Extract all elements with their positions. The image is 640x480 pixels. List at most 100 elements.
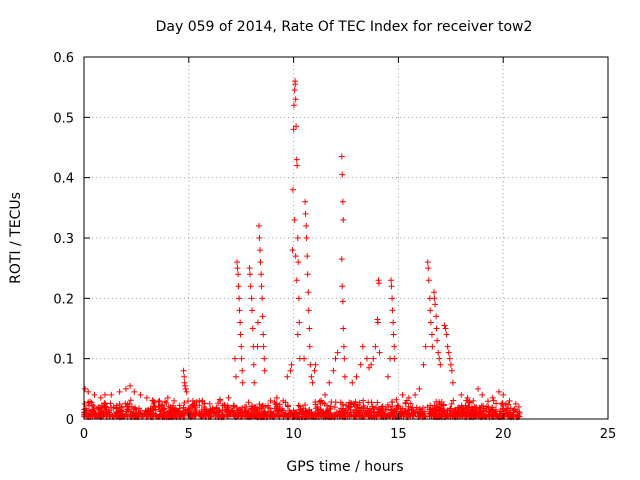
baseline-marker <box>162 398 169 405</box>
baseline-marker <box>148 411 155 418</box>
data-point-marker <box>424 259 431 266</box>
baseline-marker <box>242 407 249 414</box>
baseline-marker <box>436 405 443 412</box>
baseline-marker <box>142 407 149 414</box>
baseline-marker <box>129 404 136 411</box>
data-point-marker <box>311 367 318 374</box>
baseline-marker <box>471 407 478 414</box>
data-point-marker <box>433 325 440 332</box>
baseline-marker <box>448 401 455 407</box>
data-point-marker <box>234 259 241 266</box>
data-point-marker <box>458 391 465 398</box>
data-point-marker <box>189 397 196 404</box>
data-point-marker <box>267 397 274 404</box>
baseline-marker <box>409 404 416 411</box>
baseline-marker <box>322 408 329 415</box>
baseline-marker <box>153 413 160 420</box>
data-point-marker <box>434 337 441 344</box>
baseline-marker <box>268 410 275 417</box>
baseline-marker <box>317 400 324 407</box>
data-point-marker <box>116 388 123 395</box>
data-point-marker <box>420 361 427 368</box>
baseline-marker <box>118 403 125 410</box>
baseline-marker <box>373 404 380 411</box>
baseline-marker <box>193 408 200 415</box>
baseline-marker <box>388 406 395 413</box>
baseline-marker <box>371 408 378 415</box>
baseline-marker <box>331 404 338 411</box>
baseline-marker <box>407 400 414 407</box>
baseline-marker <box>225 411 232 418</box>
data-point-marker <box>289 186 296 193</box>
baseline-marker <box>181 399 188 406</box>
data-point-marker <box>425 265 432 272</box>
data-point-marker <box>370 355 377 362</box>
x-tick-label: 10 <box>285 427 302 442</box>
data-point-marker <box>293 277 300 284</box>
baseline-marker <box>128 412 135 419</box>
x-tick-label: 5 <box>185 427 193 442</box>
baseline-marker <box>419 408 426 415</box>
data-point-marker <box>436 355 443 362</box>
baseline-marker <box>160 406 167 413</box>
data-point-marker <box>206 400 213 407</box>
y-axis-label: ROTI / TECUs <box>8 192 24 284</box>
baseline-marker <box>102 400 109 407</box>
data-point-marker <box>260 331 267 338</box>
data-point-marker <box>435 349 442 356</box>
baseline-marker <box>399 405 406 412</box>
baseline-marker-band <box>81 396 523 421</box>
data-point-marker <box>156 397 163 404</box>
baseline-marker <box>174 411 181 418</box>
baseline-marker <box>238 413 245 420</box>
baseline-marker <box>251 412 258 419</box>
data-point-marker <box>237 319 244 326</box>
data-point-marker <box>305 307 312 314</box>
data-point-marker <box>390 319 397 326</box>
baseline-marker <box>374 399 381 406</box>
baseline-marker <box>395 403 402 410</box>
baseline-marker <box>340 409 347 416</box>
data-point-marker <box>101 391 108 398</box>
data-point-marker <box>183 388 190 395</box>
baseline-marker <box>237 406 244 413</box>
baseline-marker <box>365 399 372 406</box>
data-point-marker <box>372 343 379 350</box>
data-point-marker <box>182 385 189 392</box>
data-point-marker <box>237 331 244 338</box>
data-point-marker <box>306 343 313 350</box>
baseline-marker <box>234 410 241 417</box>
baseline-marker <box>85 409 92 416</box>
baseline-marker <box>303 408 310 415</box>
data-point-marker <box>446 355 453 362</box>
data-point-marker <box>340 343 347 350</box>
data-point-marker <box>261 367 268 374</box>
data-point-marker <box>305 289 312 296</box>
baseline-marker <box>242 412 249 419</box>
data-point-marker <box>164 394 171 401</box>
baseline-marker <box>440 408 447 415</box>
data-point-marker <box>479 391 486 398</box>
baseline-marker <box>307 413 314 420</box>
data-point-marker <box>248 295 255 302</box>
data-point-marker <box>448 367 455 374</box>
baseline-marker <box>135 411 142 418</box>
data-point-marker <box>301 355 308 362</box>
baseline-marker <box>231 403 238 410</box>
baseline-marker <box>188 412 195 419</box>
data-point-marker <box>180 367 187 374</box>
baseline-marker <box>224 402 231 409</box>
data-point-marker <box>292 81 299 88</box>
data-point-marker <box>306 325 313 332</box>
baseline-marker <box>365 408 372 415</box>
data-point-marker <box>182 382 189 389</box>
data-point-marker <box>257 259 264 266</box>
data-point-marker <box>131 388 138 395</box>
baseline-marker <box>450 397 457 404</box>
data-point-marker <box>295 295 302 302</box>
baseline-marker <box>159 401 166 408</box>
data-point-marker <box>302 210 309 217</box>
baseline-marker <box>464 408 471 415</box>
baseline-marker <box>466 413 473 420</box>
